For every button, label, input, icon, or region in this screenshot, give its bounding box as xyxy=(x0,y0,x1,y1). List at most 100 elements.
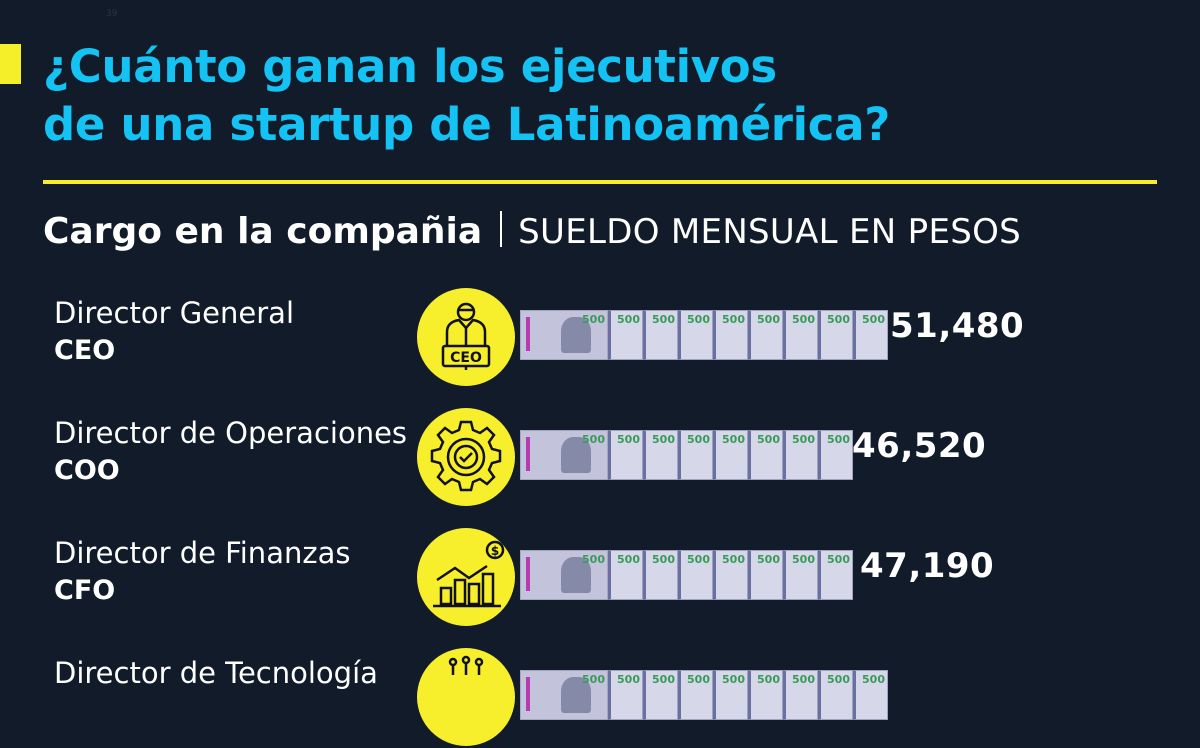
salary-row-cto: Director de Tecnología 500 500 500 500 500 50… xyxy=(0,648,1200,748)
title-line-2: de una startup de Latinoamérica? xyxy=(43,98,891,151)
banknote-500: 500 xyxy=(748,670,783,720)
banknote-500: 500 xyxy=(818,670,853,720)
banknote-500: 500 xyxy=(678,310,713,360)
banknote-500: 500 xyxy=(608,550,643,600)
banknote-value: 500 xyxy=(687,433,710,446)
banknote-value: 500 xyxy=(757,313,780,326)
banknote-value: 500 xyxy=(617,433,640,446)
banknote-500: 500 xyxy=(853,670,888,720)
role-name: Director de Tecnología xyxy=(54,656,378,690)
salary-amount: 46,520 xyxy=(852,426,987,466)
banknote-value: 500 xyxy=(792,433,815,446)
banknote-value: 500 xyxy=(582,313,605,326)
column-header-salary: SUELDO MENSUAL EN PESOS xyxy=(518,212,1022,252)
page-number: 39 xyxy=(106,9,118,19)
banknote-value: 500 xyxy=(582,433,605,446)
salary-amount: 51,480 xyxy=(890,306,1025,346)
banknote-strip xyxy=(526,557,530,591)
growth-chart-dollar-icon: $ xyxy=(417,528,515,626)
salary-row-ceo: Director General CEO CEO 500 500 500 500 500… xyxy=(0,288,1200,388)
divider xyxy=(43,180,1157,184)
salary-row-coo: Director de Operaciones COO 500 500 500 500… xyxy=(0,408,1200,508)
banknote-500: 500 xyxy=(783,550,818,600)
banknote-500: 500 xyxy=(853,310,888,360)
banknote-value: 500 xyxy=(862,313,885,326)
banknote-500: 500 xyxy=(643,550,678,600)
banknote-value: 500 xyxy=(652,433,675,446)
svg-text:CEO: CEO xyxy=(450,350,482,366)
role-abbr: CFO xyxy=(54,575,116,606)
banknote-value: 500 xyxy=(757,553,780,566)
banknote-value: 500 xyxy=(617,553,640,566)
banknote-500: 500 xyxy=(713,550,748,600)
banknote-500: 500 xyxy=(520,550,608,600)
banknote-500: 500 xyxy=(748,430,783,480)
banknote-500: 500 xyxy=(713,310,748,360)
banknote-500: 500 xyxy=(608,430,643,480)
banknote-value: 500 xyxy=(652,553,675,566)
banknote-500: 500 xyxy=(643,310,678,360)
banknote-value: 500 xyxy=(722,433,745,446)
banknote-value: 500 xyxy=(792,553,815,566)
banknote-500: 500 xyxy=(783,310,818,360)
banknote-strip xyxy=(526,437,530,471)
banknote-500: 500 xyxy=(643,430,678,480)
banknote-500: 500 xyxy=(783,670,818,720)
banknote-strip xyxy=(526,317,530,351)
banknote-value: 500 xyxy=(687,553,710,566)
role-abbr: COO xyxy=(54,455,120,486)
banknote-500: 500 xyxy=(608,310,643,360)
role-abbr: CEO xyxy=(54,335,116,366)
svg-text:$: $ xyxy=(491,544,499,558)
banknote-500: 500 xyxy=(608,670,643,720)
banknote-strip xyxy=(526,677,530,711)
gear-check-icon xyxy=(417,408,515,506)
banknote-value: 500 xyxy=(757,433,780,446)
banknote-500: 500 xyxy=(748,550,783,600)
banknote-value: 500 xyxy=(617,313,640,326)
banknote-500: 500 xyxy=(678,550,713,600)
banknote-500: 500 xyxy=(818,430,853,480)
circuit-icon xyxy=(417,648,515,746)
banknote-portrait xyxy=(561,557,591,593)
salary-row-cfo: Director de Finanzas CFO $ 500 500 500 500 5… xyxy=(0,528,1200,628)
banknote-500: 500 xyxy=(748,310,783,360)
header-separator xyxy=(500,211,503,247)
banknote-value: 500 xyxy=(827,433,850,446)
banknote-value: 500 xyxy=(827,313,850,326)
banknote-value: 500 xyxy=(722,553,745,566)
role-label: Director de Operaciones COO xyxy=(54,414,407,490)
banknote-portrait xyxy=(561,437,591,473)
page-title: ¿Cuánto ganan los ejecutivos de una star… xyxy=(43,38,890,154)
bill-stack: 500 500 500 500 500 500 500 500 500 xyxy=(520,310,888,360)
banknote-500: 500 xyxy=(818,310,853,360)
banknote-value: 500 xyxy=(827,553,850,566)
banknote-500: 500 xyxy=(643,670,678,720)
title-line-1: ¿Cuánto ganan los ejecutivos xyxy=(43,40,777,93)
ceo-podium-icon: CEO xyxy=(417,288,515,386)
role-label: Director de Finanzas CFO xyxy=(54,534,350,610)
bill-stack: 500 500 500 500 500 500 500 500 xyxy=(520,430,853,480)
banknote-value: 500 xyxy=(652,313,675,326)
role-label: Director de Tecnología xyxy=(54,654,378,692)
column-header-role: Cargo en la compañia xyxy=(43,211,483,252)
banknote-500: 500 xyxy=(678,430,713,480)
banknote-500: 500 xyxy=(520,310,608,360)
role-name: Director de Finanzas xyxy=(54,536,351,570)
banknote-portrait xyxy=(561,317,591,353)
column-header: Cargo en la compañia SUELDO MENSUAL EN PE… xyxy=(43,211,1021,252)
banknote-value: 500 xyxy=(687,313,710,326)
salary-amount: 47,190 xyxy=(860,546,995,586)
banknote-500: 500 xyxy=(818,550,853,600)
role-name: Director de Operaciones xyxy=(54,416,408,450)
banknote-500: 500 xyxy=(713,430,748,480)
banknote-value: 500 xyxy=(722,313,745,326)
banknote-value: 500 xyxy=(582,553,605,566)
banknote-value: 500 xyxy=(792,313,815,326)
banknote-500: 500 xyxy=(783,430,818,480)
role-label: Director General CEO xyxy=(54,294,294,370)
banknote-500: 500 xyxy=(520,670,608,720)
role-name: Director General xyxy=(54,296,295,330)
bill-stack: 500 500 500 500 500 500 500 500 500 xyxy=(520,670,888,720)
accent-bar xyxy=(0,44,21,84)
